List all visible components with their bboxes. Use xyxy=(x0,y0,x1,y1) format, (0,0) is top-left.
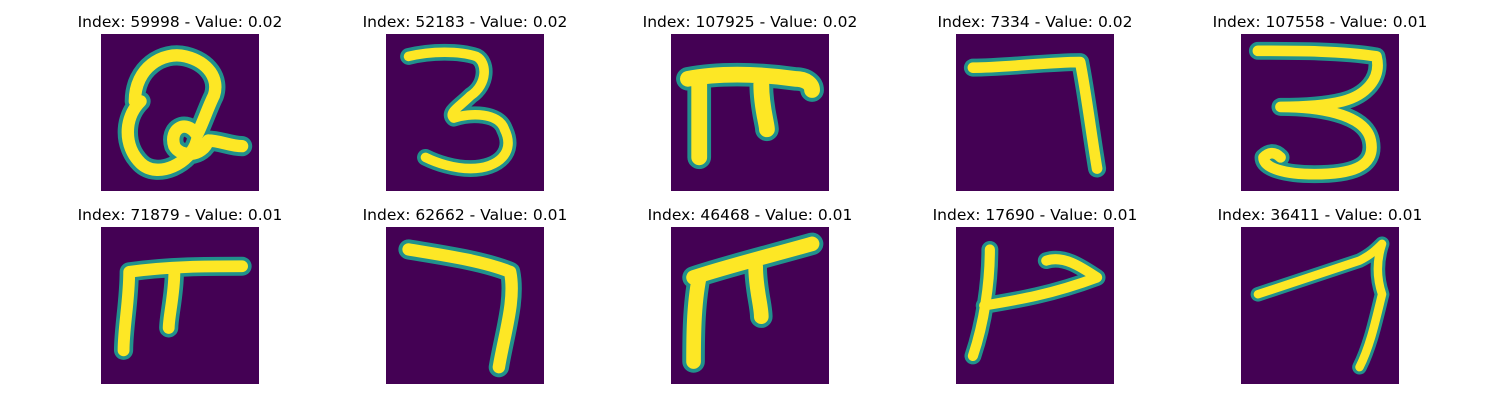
panel-4: Index: 7334 - Value: 0.02 xyxy=(925,12,1145,202)
panel-5: Index: 107558 - Value: 0.01 xyxy=(1210,12,1430,202)
panel-title: Index: 71879 - Value: 0.01 xyxy=(70,205,290,225)
digit-image xyxy=(671,227,829,384)
panel-title: Index: 46468 - Value: 0.01 xyxy=(640,205,860,225)
panel-9: Index: 17690 - Value: 0.01 xyxy=(925,205,1145,395)
panel-title: Index: 17690 - Value: 0.01 xyxy=(925,205,1145,225)
panel-title: Index: 107558 - Value: 0.01 xyxy=(1210,12,1430,32)
panel-1: Index: 59998 - Value: 0.02 xyxy=(70,12,290,202)
digit-image xyxy=(1241,227,1399,384)
digit-image xyxy=(101,34,259,191)
digit-image xyxy=(956,34,1114,191)
digit-image xyxy=(671,34,829,191)
panel-title: Index: 59998 - Value: 0.02 xyxy=(70,12,290,32)
panel-title: Index: 52183 - Value: 0.02 xyxy=(355,12,575,32)
panel-title: Index: 36411 - Value: 0.01 xyxy=(1210,205,1430,225)
digit-image xyxy=(956,227,1114,384)
panel-8: Index: 46468 - Value: 0.01 xyxy=(640,205,860,395)
panel-title: Index: 62662 - Value: 0.01 xyxy=(355,205,575,225)
panel-title: Index: 7334 - Value: 0.02 xyxy=(925,12,1145,32)
panel-10: Index: 36411 - Value: 0.01 xyxy=(1210,205,1430,395)
panel-7: Index: 62662 - Value: 0.01 xyxy=(355,205,575,395)
panel-3: Index: 107925 - Value: 0.02 xyxy=(640,12,860,202)
panel-6: Index: 71879 - Value: 0.01 xyxy=(70,205,290,395)
digit-image xyxy=(386,34,544,191)
digit-image xyxy=(386,227,544,384)
panel-2: Index: 52183 - Value: 0.02 xyxy=(355,12,575,202)
digit-image xyxy=(1241,34,1399,191)
digit-image xyxy=(101,227,259,384)
panel-title: Index: 107925 - Value: 0.02 xyxy=(640,12,860,32)
